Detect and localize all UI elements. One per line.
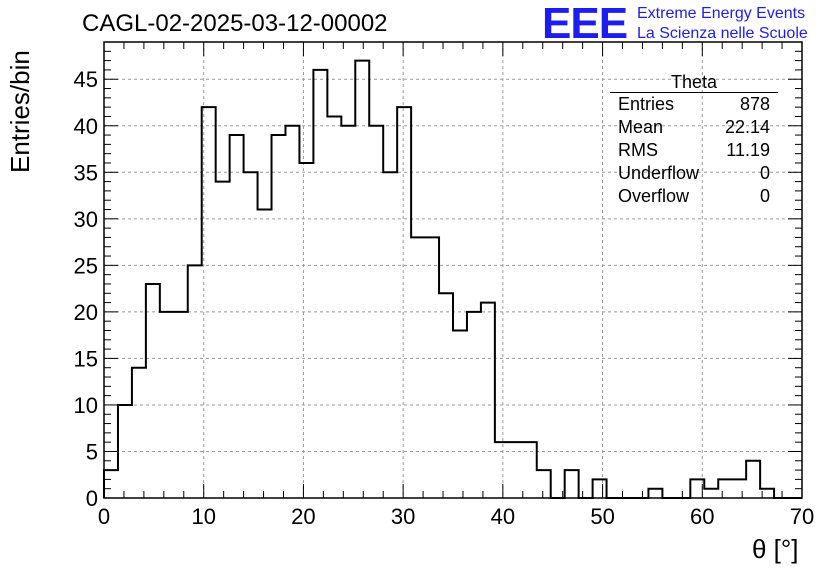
stats-row: Entries 878 xyxy=(610,93,778,116)
stats-label: Mean xyxy=(618,117,664,137)
stats-value: 0 xyxy=(759,186,770,206)
stats-row: RMS 11.19 xyxy=(610,139,778,162)
stats-value: 0 xyxy=(759,163,770,183)
stats-row: Overflow 0 xyxy=(610,185,778,208)
stats-value: 11.19 xyxy=(726,140,770,160)
histogram-bin xyxy=(495,442,509,498)
histogram-bin xyxy=(718,479,732,498)
logo-caption-line1: Extreme Energy Events xyxy=(637,5,806,22)
histogram-bin xyxy=(690,479,704,498)
histogram-bin xyxy=(439,293,453,498)
stats-row: Mean 22.14 xyxy=(610,116,778,139)
stats-label: Entries xyxy=(618,94,675,114)
x-tick-label: 10 xyxy=(191,504,215,529)
histogram-bin xyxy=(593,479,607,498)
stats-box: Theta Entries 878 Mean 22.14 RMS 11.19 U… xyxy=(610,72,778,208)
histogram-bin xyxy=(648,489,662,498)
histogram-bin xyxy=(132,368,146,498)
x-tick-label: 60 xyxy=(690,504,714,529)
histogram-bin xyxy=(369,126,383,498)
x-axis-label: θ [°] xyxy=(752,534,799,564)
histogram-bin xyxy=(146,284,160,498)
histogram-bin xyxy=(216,182,230,498)
histogram-bin xyxy=(230,135,244,498)
y-tick-label: 15 xyxy=(74,346,98,371)
histogram-bin xyxy=(160,312,174,498)
histogram-bin xyxy=(341,126,355,498)
histogram-bin xyxy=(104,470,118,498)
x-tick-label: 20 xyxy=(291,504,315,529)
histogram-bin xyxy=(258,210,272,498)
y-axis-label: Entries/bin xyxy=(5,50,35,173)
histogram-outline xyxy=(103,59,802,499)
stats-title: Theta xyxy=(610,72,778,93)
histogram-bin xyxy=(523,442,537,498)
stats-label: Underflow xyxy=(618,163,700,183)
y-tick-label: 20 xyxy=(74,300,98,325)
histogram-bin xyxy=(355,61,369,498)
histogram-bin xyxy=(509,442,523,498)
histogram-bin xyxy=(732,479,746,498)
eee-logo: EEE xyxy=(542,0,628,48)
histogram-bin xyxy=(327,116,341,498)
y-tick-label: 40 xyxy=(74,114,98,139)
y-tick-label: 45 xyxy=(74,67,98,92)
histogram-bin xyxy=(397,107,411,498)
stats-label: Overflow xyxy=(618,186,690,206)
histogram-bin xyxy=(285,126,299,498)
histogram-bin xyxy=(188,265,202,498)
histogram-bin xyxy=(453,330,467,498)
stats-row: Underflow 0 xyxy=(610,162,778,185)
histogram-bin xyxy=(704,489,718,498)
plot-frame xyxy=(103,41,803,499)
stats-value: 878 xyxy=(739,94,770,114)
y-tick-label: 35 xyxy=(74,160,98,185)
histogram-bin xyxy=(481,303,495,498)
histogram-bin xyxy=(746,461,760,498)
y-tick-label: 5 xyxy=(86,439,98,464)
x-tick-label: 40 xyxy=(491,504,515,529)
y-tick-label: 30 xyxy=(74,207,98,232)
histogram-bin xyxy=(383,172,397,498)
y-tick-label: 10 xyxy=(74,393,98,418)
stats-label: RMS xyxy=(618,140,658,160)
y-tick-label: 25 xyxy=(74,253,98,278)
histogram-bin xyxy=(174,312,188,498)
logo-caption: Extreme Energy Events La Scienza nelle S… xyxy=(637,4,808,44)
histogram-bin xyxy=(244,172,258,498)
x-tick-label: 30 xyxy=(391,504,415,529)
x-tick-label: 50 xyxy=(590,504,614,529)
x-tick-label: 70 xyxy=(790,504,814,529)
histogram-bin xyxy=(467,312,481,498)
histogram-bin xyxy=(313,70,327,498)
histogram-bin xyxy=(425,237,439,498)
chart-title: CAGL-02-2025-03-12-00002 xyxy=(82,10,388,37)
stats-value: 22.14 xyxy=(724,117,770,137)
histogram-bin xyxy=(537,470,551,498)
histogram-bin xyxy=(299,163,313,498)
y-tick-label: 0 xyxy=(86,486,98,511)
histogram-bin xyxy=(565,470,579,498)
histogram-bin xyxy=(760,489,774,498)
logo-caption-line2: La Scienza nelle Scuole xyxy=(637,25,808,42)
histogram-bin xyxy=(411,237,425,498)
histogram-bin xyxy=(202,107,216,498)
x-tick-label: 0 xyxy=(98,504,110,529)
histogram-bin xyxy=(118,405,132,498)
histogram-bin xyxy=(272,135,286,498)
